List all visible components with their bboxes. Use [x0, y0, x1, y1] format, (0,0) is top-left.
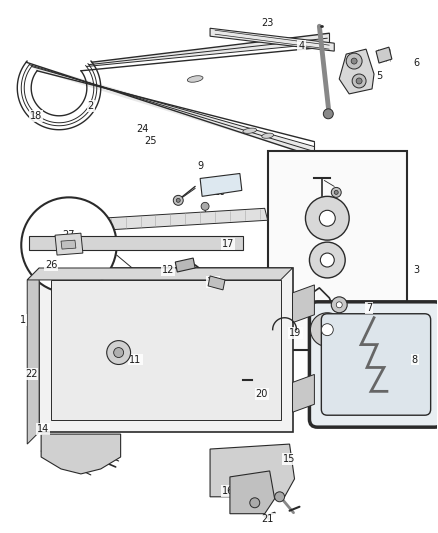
Text: 25: 25 [144, 136, 157, 146]
Text: 22: 22 [25, 369, 37, 379]
Text: 5: 5 [376, 71, 382, 81]
Text: 7: 7 [366, 303, 372, 313]
Polygon shape [376, 47, 392, 63]
Polygon shape [210, 28, 334, 51]
Ellipse shape [243, 128, 257, 133]
Polygon shape [101, 208, 268, 230]
Text: 19: 19 [290, 328, 302, 337]
Circle shape [309, 242, 345, 278]
Polygon shape [27, 268, 39, 444]
Text: 15: 15 [283, 454, 296, 464]
Circle shape [275, 492, 285, 502]
Text: 24: 24 [136, 124, 148, 134]
Text: 1: 1 [20, 314, 26, 325]
Text: 26: 26 [45, 260, 57, 270]
Polygon shape [230, 471, 275, 514]
FancyBboxPatch shape [309, 302, 438, 427]
Text: 9: 9 [197, 160, 203, 171]
Circle shape [21, 197, 117, 293]
Circle shape [351, 58, 357, 64]
Text: 13: 13 [207, 277, 219, 287]
Circle shape [173, 196, 183, 205]
Text: 21: 21 [261, 514, 274, 524]
Text: 12: 12 [162, 265, 174, 275]
Circle shape [319, 211, 335, 226]
Polygon shape [86, 33, 329, 67]
Polygon shape [268, 151, 407, 350]
Polygon shape [200, 173, 242, 196]
Circle shape [331, 297, 347, 313]
Text: 14: 14 [37, 424, 49, 434]
Polygon shape [208, 276, 225, 290]
Circle shape [114, 348, 124, 358]
Circle shape [321, 324, 333, 336]
Ellipse shape [187, 76, 203, 82]
Ellipse shape [262, 133, 274, 138]
Polygon shape [41, 434, 120, 474]
FancyBboxPatch shape [321, 314, 431, 415]
Circle shape [320, 253, 334, 267]
Circle shape [311, 313, 344, 346]
Polygon shape [293, 285, 314, 322]
Text: 3: 3 [413, 265, 420, 275]
Polygon shape [39, 268, 293, 432]
Text: 2: 2 [88, 101, 94, 111]
Circle shape [305, 196, 349, 240]
Circle shape [352, 74, 366, 88]
Polygon shape [293, 375, 314, 412]
Circle shape [356, 78, 362, 84]
Polygon shape [339, 49, 374, 94]
Text: 10: 10 [214, 188, 226, 197]
Polygon shape [210, 444, 294, 497]
Circle shape [331, 188, 341, 197]
Polygon shape [55, 233, 83, 255]
Polygon shape [29, 236, 243, 250]
Text: 8: 8 [412, 354, 418, 365]
Text: 27: 27 [63, 230, 75, 240]
Circle shape [201, 203, 209, 211]
Circle shape [250, 498, 260, 508]
Circle shape [336, 302, 342, 308]
Polygon shape [26, 62, 314, 157]
Polygon shape [27, 268, 293, 280]
Text: 11: 11 [129, 354, 141, 365]
Polygon shape [61, 240, 76, 249]
Text: 18: 18 [30, 111, 42, 121]
Polygon shape [51, 280, 281, 420]
Circle shape [107, 341, 131, 365]
Text: 6: 6 [413, 58, 420, 68]
Circle shape [323, 109, 333, 119]
Text: 16: 16 [222, 486, 234, 496]
Text: 20: 20 [255, 389, 268, 399]
Circle shape [346, 53, 362, 69]
Text: 23: 23 [261, 18, 274, 28]
Circle shape [176, 198, 180, 203]
Text: 17: 17 [222, 239, 234, 249]
Text: 4: 4 [298, 41, 304, 51]
Polygon shape [175, 258, 195, 272]
Circle shape [334, 190, 338, 195]
